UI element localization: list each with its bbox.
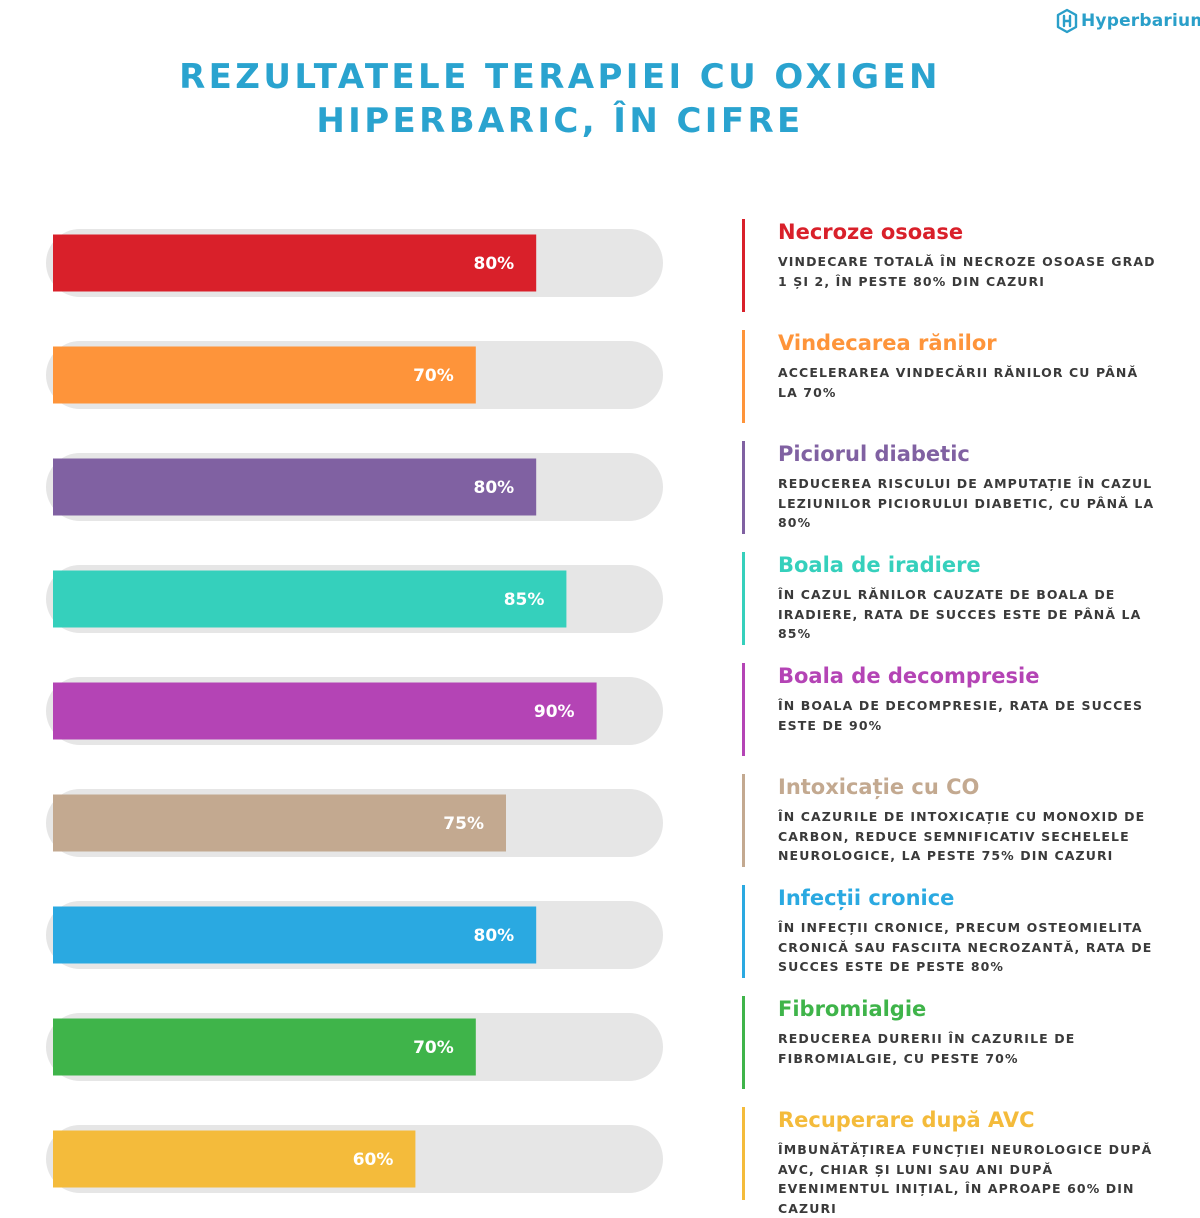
bar-track — [46, 677, 663, 745]
bar — [53, 1018, 476, 1076]
bar-track — [46, 229, 663, 297]
bar-value-label: 80% — [473, 254, 514, 274]
brand-logo: Hyperbarium — [1055, 6, 1200, 36]
title-line-1: REZULTATELE TERAPIEI CU OXIGEN — [179, 57, 941, 97]
category-description: REDUCEREA RISCULUI DE AMPUTAȚIE ÎN CAZUL… — [778, 476, 1155, 530]
bar-track — [46, 453, 663, 521]
category-heading: Necroze osoase — [778, 220, 964, 244]
bar-value-label: 75% — [443, 814, 484, 834]
bar-track — [46, 341, 663, 409]
bar-value-label: 70% — [413, 1038, 454, 1058]
category-heading: Boala de iradiere — [778, 553, 981, 577]
bar-value-label: 60% — [353, 1150, 394, 1170]
bar-group: 80% — [46, 453, 663, 521]
category-heading: Boala de decompresie — [778, 664, 1040, 688]
category-heading: Piciorul diabetic — [778, 442, 970, 466]
category-description: ÎN INFECȚII CRONICE, PRECUM OSTEOMIELITA… — [778, 920, 1153, 974]
category-heading: Infecții cronice — [778, 886, 955, 910]
bar-group: 70% — [46, 1013, 663, 1081]
category-rule — [742, 663, 745, 756]
bar-value-label: 90% — [534, 702, 575, 722]
category-heading: Recuperare după AVC — [778, 1108, 1035, 1132]
category-description: ÎMBUNĂTĂȚIREA FUNCȚIEI NEUROLOGICE DUPĂ … — [778, 1142, 1153, 1216]
category-description: VINDECARE TOTALĂ ÎN NECROZE OSOASE GRAD … — [778, 254, 1156, 289]
bar-group: 60% — [46, 1125, 663, 1193]
category-heading: Intoxicație cu CO — [778, 775, 980, 799]
title-line-2: HIPERBARIC, ÎN CIFRE — [316, 101, 804, 141]
category-item: Infecții cronice ÎN INFECȚII CRONICE, PRE… — [742, 885, 1162, 985]
bar-value-label: 70% — [413, 366, 454, 386]
bar-value-label: 80% — [473, 926, 514, 946]
category-item: Piciorul diabetic REDUCEREA RISCULUI DE A… — [742, 441, 1162, 541]
category-item: Recuperare după AVC ÎMBUNĂTĂȚIREA FUNCȚIE… — [742, 1107, 1162, 1216]
bar-group: 75% — [46, 789, 663, 857]
category-description: ACCELERAREA VINDECĂRII RĂNILOR CU PÂNĂ L… — [778, 365, 1139, 400]
bar — [53, 906, 537, 964]
category-rule — [742, 330, 745, 423]
bar — [53, 570, 567, 628]
category-description: ÎN BOALA DE DECOMPRESIE, RATA DE SUCCES … — [778, 698, 1144, 733]
bar — [53, 234, 537, 292]
bar-group: 80% — [46, 901, 663, 969]
category-item: Boala de decompresie ÎN BOALA DE DECOMPRE… — [742, 663, 1162, 763]
bar-value-label: 80% — [473, 478, 514, 498]
category-heading: Fibromialgie — [778, 997, 927, 1021]
bar-track — [46, 565, 663, 633]
category-rule — [742, 996, 745, 1089]
bar-value-label: 85% — [504, 590, 545, 610]
bar-group: 90% — [46, 677, 663, 745]
category-description: ÎN CAZURILE DE INTOXICAȚIE CU MONOXID DE… — [778, 809, 1146, 863]
bar-group: 70% — [46, 341, 663, 409]
category-description: ÎN CAZUL RĂNILOR CAUZATE DE BOALA DE IRA… — [778, 587, 1142, 641]
category-rule — [742, 1107, 745, 1200]
category-item: Intoxicație cu CO ÎN CAZURILE DE INTOXICA… — [742, 774, 1162, 874]
category-item: Vindecarea rănilor ACCELERAREA VINDECĂRII… — [742, 330, 1162, 430]
category-item: Necroze osoase VINDECARE TOTALĂ ÎN NECROZ… — [742, 219, 1162, 319]
page-title: REZULTATELE TERAPIEI CU OXIGEN HIPERBARI… — [0, 55, 1120, 143]
category-rule — [742, 552, 745, 645]
category-rule — [742, 774, 745, 867]
bar — [53, 1130, 416, 1188]
category-rule — [742, 885, 745, 978]
category-description: REDUCEREA DURERII ÎN CAZURILE DE FIBROMI… — [778, 1031, 1076, 1066]
bar-track — [46, 1125, 663, 1193]
category-heading: Vindecarea rănilor — [778, 331, 997, 355]
brand-name: Hyperbarium — [1081, 11, 1200, 31]
category-rule — [742, 219, 745, 312]
bar — [53, 458, 537, 516]
bar-group: 80% — [46, 229, 663, 297]
category-item: Fibromialgie REDUCEREA DURERII ÎN CAZURIL… — [742, 996, 1162, 1096]
bar — [53, 794, 506, 852]
category-rule — [742, 441, 745, 534]
bar-group: 85% — [46, 565, 663, 633]
category-item: Boala de iradiere ÎN CAZUL RĂNILOR CAUZAT… — [742, 552, 1162, 652]
bar-track — [46, 901, 663, 969]
hyperbarium-logo-icon — [1056, 8, 1078, 34]
bar-track — [46, 1013, 663, 1081]
bar — [53, 682, 597, 740]
bar-chart: 80% 70% 80% 85% 90% 75% 80% 70% 60% — [46, 229, 663, 1193]
bar — [53, 346, 476, 404]
bar-track — [46, 789, 663, 857]
